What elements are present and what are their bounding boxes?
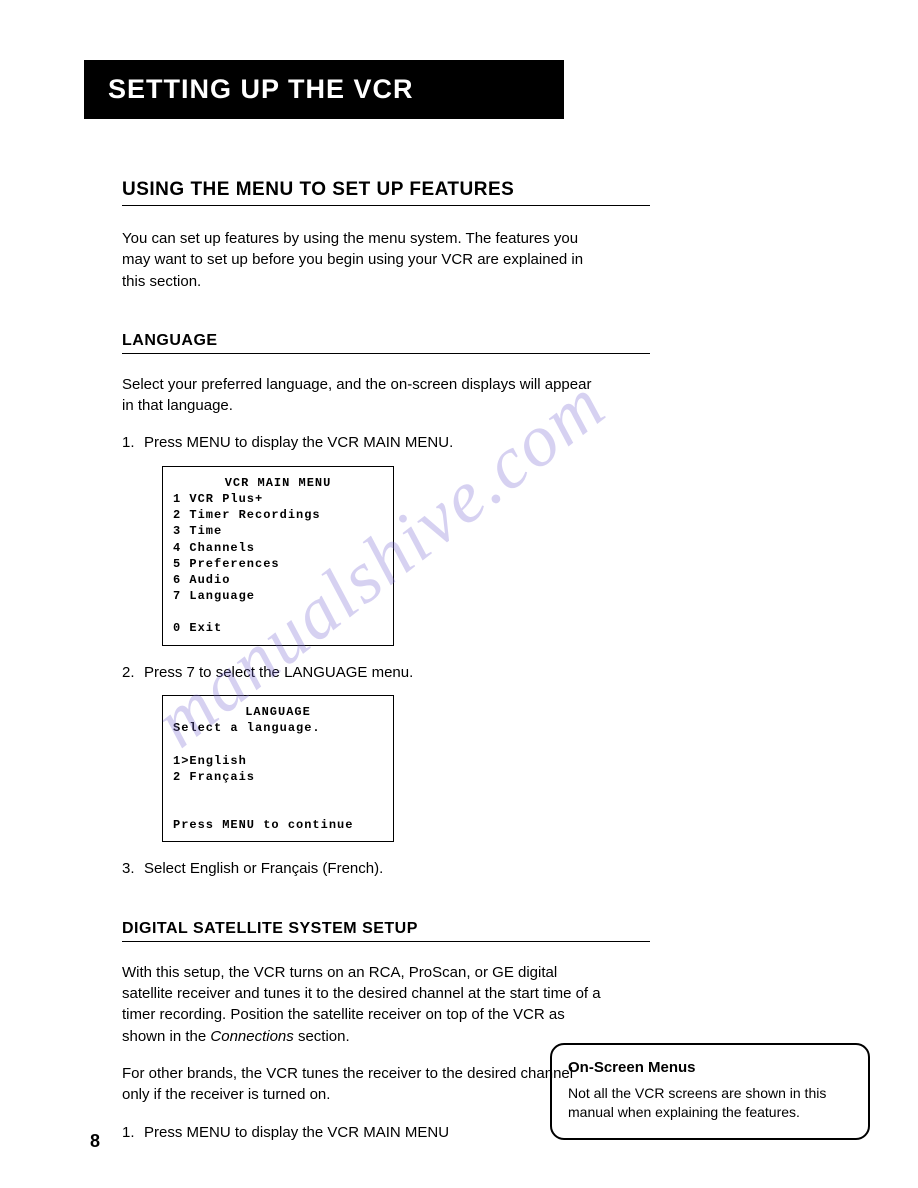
step-item: Press 7 to select the LANGUAGE menu. [122, 662, 602, 683]
italic-connections: Connections [210, 1028, 293, 1045]
dss-paragraph-2: For other brands, the VCR tunes the rece… [122, 1063, 602, 1106]
callout-onscreen-menus: On-Screen Menus Not all the VCR screens … [550, 1043, 870, 1140]
callout-body: Not all the VCR screens are shown in thi… [568, 1084, 852, 1122]
callout-title: On-Screen Menus [568, 1059, 852, 1076]
step-item: Press MENU to display the VCR MAIN MENU. [122, 432, 602, 453]
vcr-main-menu-box: VCR MAIN MENU1 VCR Plus+ 2 Timer Recordi… [162, 466, 394, 646]
section-heading-language: LANGUAGE [122, 332, 650, 354]
dss-paragraph-1: With this setup, the VCR turns on an RCA… [122, 962, 602, 1047]
section-intro-language: Select your preferred language, and the … [122, 374, 602, 417]
section-heading-dss: DIGITAL SATELLITE SYSTEM SETUP [122, 920, 650, 942]
menu-title: LANGUAGE [173, 704, 383, 720]
step-item: Press MENU to display the VCR MAIN MENU [122, 1122, 602, 1143]
language-menu-box: LANGUAGESelect a language. 1>English 2 F… [162, 695, 394, 843]
language-steps-2: Press 7 to select the LANGUAGE menu. [122, 662, 650, 683]
main-content: USING THE MENU TO SET UP FEATURES You ca… [90, 179, 650, 1143]
chapter-title-bar: SETTING UP THE VCR [84, 60, 564, 119]
page-number: 8 [90, 1131, 100, 1152]
step-item: Select English or Français (French). [122, 858, 602, 879]
section-heading-features: USING THE MENU TO SET UP FEATURES [122, 179, 650, 206]
language-steps-3: Select English or Français (French). [122, 858, 650, 879]
menu-title: VCR MAIN MENU [173, 475, 383, 491]
menu-body: 1 VCR Plus+ 2 Timer Recordings 3 Time 4 … [173, 492, 321, 636]
document-page: manualshive.com SETTING UP THE VCR USING… [0, 0, 918, 1188]
section-intro-features: You can set up features by using the men… [122, 228, 602, 292]
menu-body: Select a language. 1>English 2 Français … [173, 721, 353, 832]
language-steps-1: Press MENU to display the VCR MAIN MENU. [122, 432, 650, 453]
